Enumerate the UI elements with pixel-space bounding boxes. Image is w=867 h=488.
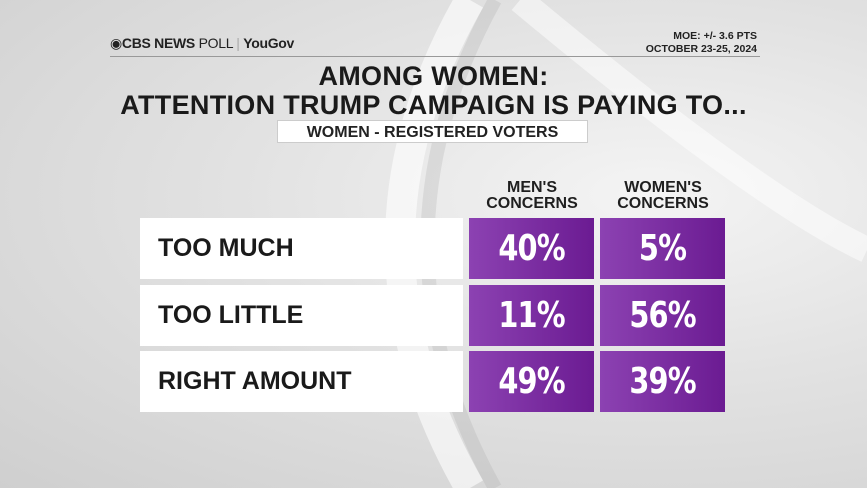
value-text: 56%	[629, 295, 696, 336]
value-text: 49%	[498, 361, 565, 402]
value-cell: 56%	[600, 285, 725, 346]
row-label: TOO MUCH	[140, 218, 463, 279]
value-cell: 11%	[469, 285, 594, 346]
subtitle: WOMEN - REGISTERED VOTERS	[277, 120, 588, 143]
value-cell: 40%	[469, 218, 594, 279]
title-line-2: ATTENTION TRUMP CAMPAIGN IS PAYING TO...	[120, 90, 747, 120]
column-header-word: MEN'S	[506, 179, 558, 196]
column-header-word: CONCERNS	[486, 195, 578, 212]
value-text: 11%	[498, 295, 565, 336]
value-cell: 49%	[469, 351, 594, 412]
value-text: 5%	[638, 228, 687, 269]
row-label: TOO LITTLE	[140, 285, 463, 346]
value-text: 39%	[629, 361, 696, 402]
title-line-1: AMONG WOMEN:	[318, 61, 549, 91]
column-header-men: MEN'S CONCERNS	[469, 180, 595, 212]
moe-info: MOE: +/- 3.6 PTS OCTOBER 23-25, 2024	[646, 30, 757, 56]
poll-dates: OCTOBER 23-25, 2024	[645, 43, 757, 55]
column-header-word: WOMEN'S	[624, 179, 702, 196]
row-label: RIGHT AMOUNT	[140, 351, 463, 412]
moe-text: MOE: +/- 3.6 PTS	[673, 30, 757, 42]
column-header-word: CONCERNS	[617, 195, 709, 212]
cbs-yougov-logo: ◉CBS NEWS POLL | YouGov	[110, 35, 295, 51]
chart-title: AMONG WOMEN: ATTENTION TRUMP CAMPAIGN IS …	[0, 62, 867, 120]
value-cell: 5%	[600, 218, 725, 279]
value-cell: 39%	[600, 351, 725, 412]
column-header-women: WOMEN'S CONCERNS	[600, 180, 726, 212]
value-text: 40%	[498, 228, 565, 269]
background-arc-right	[511, 0, 867, 262]
header-rule	[110, 56, 760, 57]
